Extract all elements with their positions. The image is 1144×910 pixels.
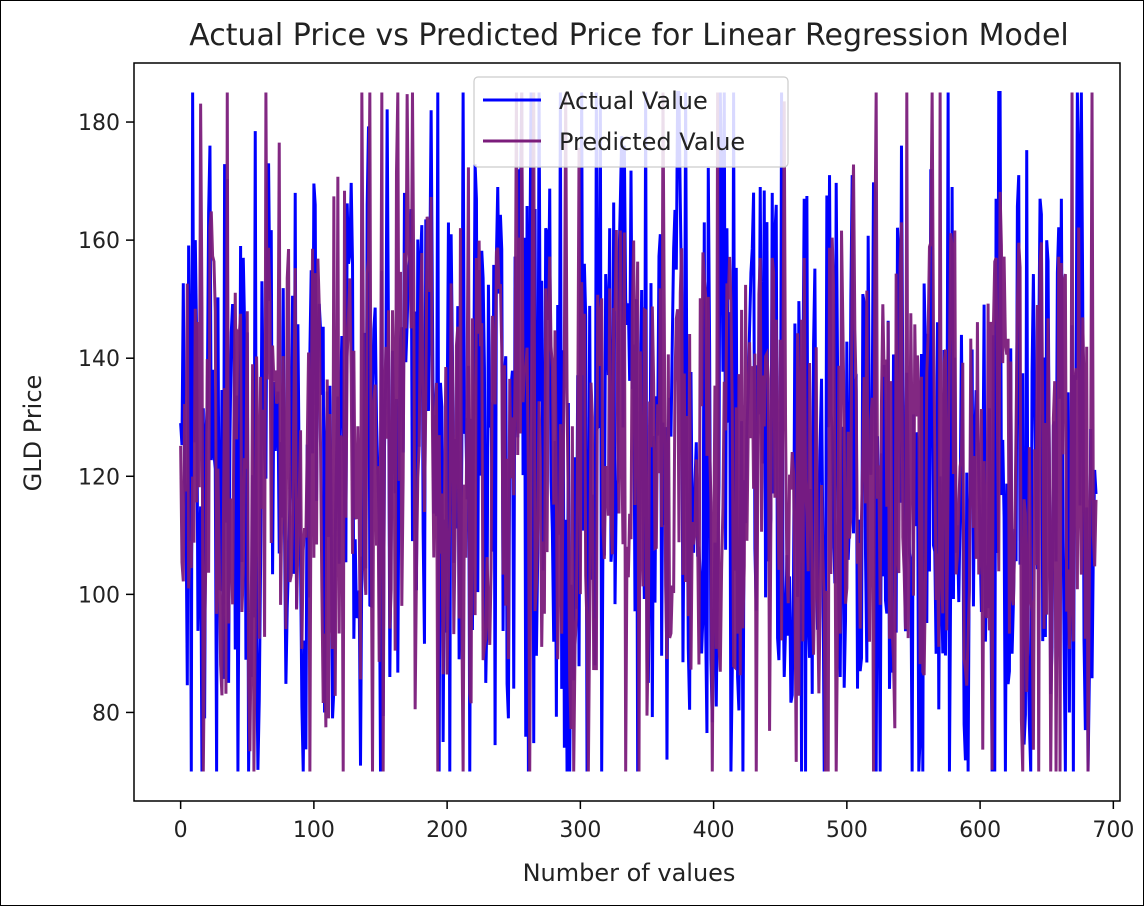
y-axis: 80 100 120 140 160 180: [78, 111, 134, 726]
plot-area-frame: [133, 62, 1121, 802]
x-axis-label: Number of values: [523, 859, 736, 887]
x-axis: 0 100 200 300 400 500 600 700: [174, 801, 1134, 843]
y-axis-label: GLD Price: [19, 375, 47, 492]
y-tick-label: 120: [78, 465, 120, 490]
legend-label-actual: Actual Value: [559, 87, 708, 115]
legend: Actual Value Predicted Value: [473, 76, 789, 168]
y-tick-label: 100: [78, 583, 120, 608]
chart-title: Actual Price vs Predicted Price for Line…: [189, 18, 1069, 53]
series-line-predicted: [179, 92, 1098, 772]
y-tick-label: 80: [92, 701, 120, 726]
legend-label-predicted: Predicted Value: [559, 128, 745, 156]
y-tick-label: 160: [78, 229, 120, 254]
x-tick-label: 400: [693, 818, 735, 843]
y-tick-label: 140: [78, 347, 120, 372]
x-tick-label: 200: [426, 818, 468, 843]
legend-box: [473, 76, 789, 168]
x-tick-label: 700: [1092, 818, 1134, 843]
x-tick-label: 0: [174, 818, 188, 843]
x-tick-label: 600: [959, 818, 1001, 843]
y-tick-label: 180: [78, 111, 120, 136]
x-tick-label: 100: [293, 818, 335, 843]
x-tick-label: 300: [559, 818, 601, 843]
x-tick-label: 500: [826, 818, 868, 843]
